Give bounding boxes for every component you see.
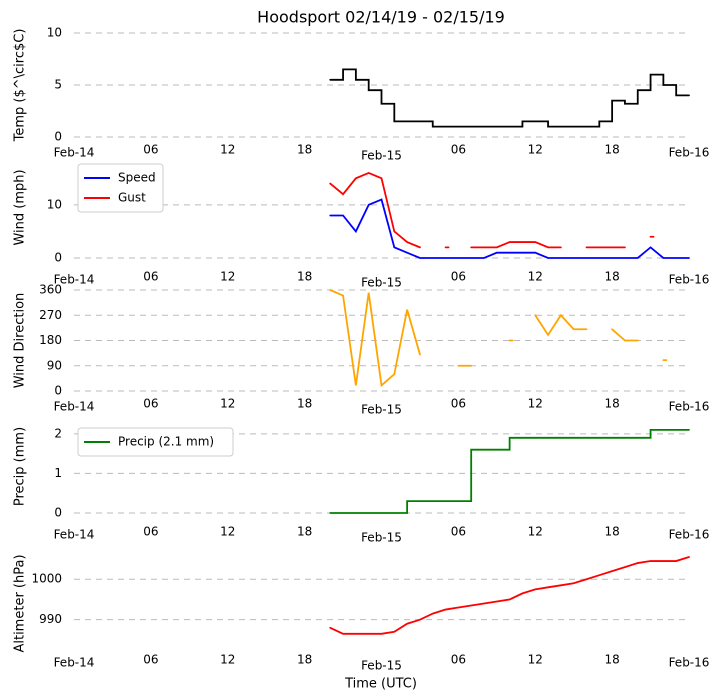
x-tick-label: 06: [451, 270, 466, 284]
x-tick-label: 12: [528, 143, 543, 157]
x-tick-label: 18: [297, 143, 312, 157]
legend-box: [77, 163, 164, 213]
x-tick-label: Feb-16: [669, 273, 710, 287]
x-tick-label: Feb-16: [669, 528, 710, 542]
x-tick-label: 06: [143, 143, 158, 157]
y-axis-label: Precip (mm): [13, 427, 28, 506]
x-tick-label: 06: [143, 397, 158, 411]
x-tick-label: 12: [528, 653, 543, 667]
y-tick-label: 2: [54, 426, 62, 440]
x-tick-label: 18: [297, 397, 312, 411]
x-tick-label: 12: [220, 653, 235, 667]
x-tick-label: Feb-14: [54, 146, 95, 160]
legend-label: Gust: [118, 191, 146, 205]
y-tick-label: 10: [47, 26, 62, 40]
x-tick-label: 06: [451, 143, 466, 157]
x-tick-label: Feb-14: [54, 400, 95, 414]
legend: Speed Gust: [77, 163, 164, 213]
legend-box: [77, 427, 234, 457]
x-tick-label: Feb-16: [669, 146, 710, 160]
x-tick-label: 18: [297, 653, 312, 667]
x-tick-label: Feb-15: [361, 531, 402, 545]
series-line: [329, 289, 668, 388]
series-line: [329, 68, 690, 128]
y-tick-label: 1000: [31, 572, 62, 586]
y-tick-label: 270: [39, 308, 62, 322]
legend: Precip (2.1 mm): [77, 427, 234, 457]
chart-title: Hoodsport 02/14/19 - 02/15/19: [257, 8, 505, 27]
x-tick-label: 18: [604, 143, 619, 157]
legend-label: Speed: [118, 171, 156, 185]
x-tick-label: 06: [451, 397, 466, 411]
x-tick-label: 06: [143, 270, 158, 284]
x-tick-label: 06: [451, 525, 466, 539]
x-axis-label: Time (UTC): [344, 677, 417, 692]
y-tick-label: 5: [54, 78, 62, 92]
series-line: [329, 198, 690, 259]
y-tick-label: 180: [39, 333, 62, 347]
series-line: [329, 171, 655, 249]
x-tick-label: 12: [220, 270, 235, 284]
y-tick-label: 90: [47, 358, 62, 372]
y-axis-label: Temp ($^\circ$C): [13, 29, 28, 143]
x-tick-label: 06: [143, 653, 158, 667]
x-tick-label: Feb-15: [361, 276, 402, 290]
x-tick-label: 18: [604, 653, 619, 667]
y-tick-label: 0: [54, 251, 62, 265]
x-tick-label: 12: [220, 397, 235, 411]
x-tick-label: 12: [528, 270, 543, 284]
x-tick-label: 18: [297, 525, 312, 539]
x-tick-label: 12: [528, 397, 543, 411]
x-tick-label: Feb-16: [669, 656, 710, 670]
x-tick-label: Feb-15: [361, 403, 402, 417]
x-tick-label: Feb-14: [54, 656, 95, 670]
y-tick-label: 990: [39, 612, 62, 626]
x-tick-label: 06: [451, 653, 466, 667]
x-tick-label: 12: [220, 525, 235, 539]
series-line: [329, 556, 690, 635]
x-tick-label: 18: [604, 270, 619, 284]
y-tick-label: 0: [54, 130, 62, 144]
y-axis-label: Wind (mph): [13, 169, 28, 245]
y-tick-label: 0: [54, 506, 62, 520]
x-tick-label: 06: [143, 525, 158, 539]
x-tick-label: 18: [604, 397, 619, 411]
y-tick-label: 10: [47, 197, 62, 211]
x-tick-label: Feb-14: [54, 273, 95, 287]
x-tick-label: 12: [220, 143, 235, 157]
x-tick-label: Feb-16: [669, 400, 710, 414]
y-tick-label: 1: [54, 466, 62, 480]
y-axis-label: Altimeter (hPa): [13, 554, 28, 652]
y-tick-label: 0: [54, 384, 62, 398]
x-tick-label: 12: [528, 525, 543, 539]
x-tick-label: 18: [604, 525, 619, 539]
x-tick-label: Feb-14: [54, 528, 95, 542]
y-axis-label: Wind Direction: [13, 293, 28, 389]
x-tick-label: Feb-15: [361, 659, 402, 673]
legend-label: Precip (2.1 mm): [118, 435, 214, 449]
series-line: [329, 428, 690, 514]
x-tick-label: 18: [297, 270, 312, 284]
y-tick-label: 360: [39, 283, 62, 297]
x-tick-label: Feb-15: [361, 149, 402, 163]
